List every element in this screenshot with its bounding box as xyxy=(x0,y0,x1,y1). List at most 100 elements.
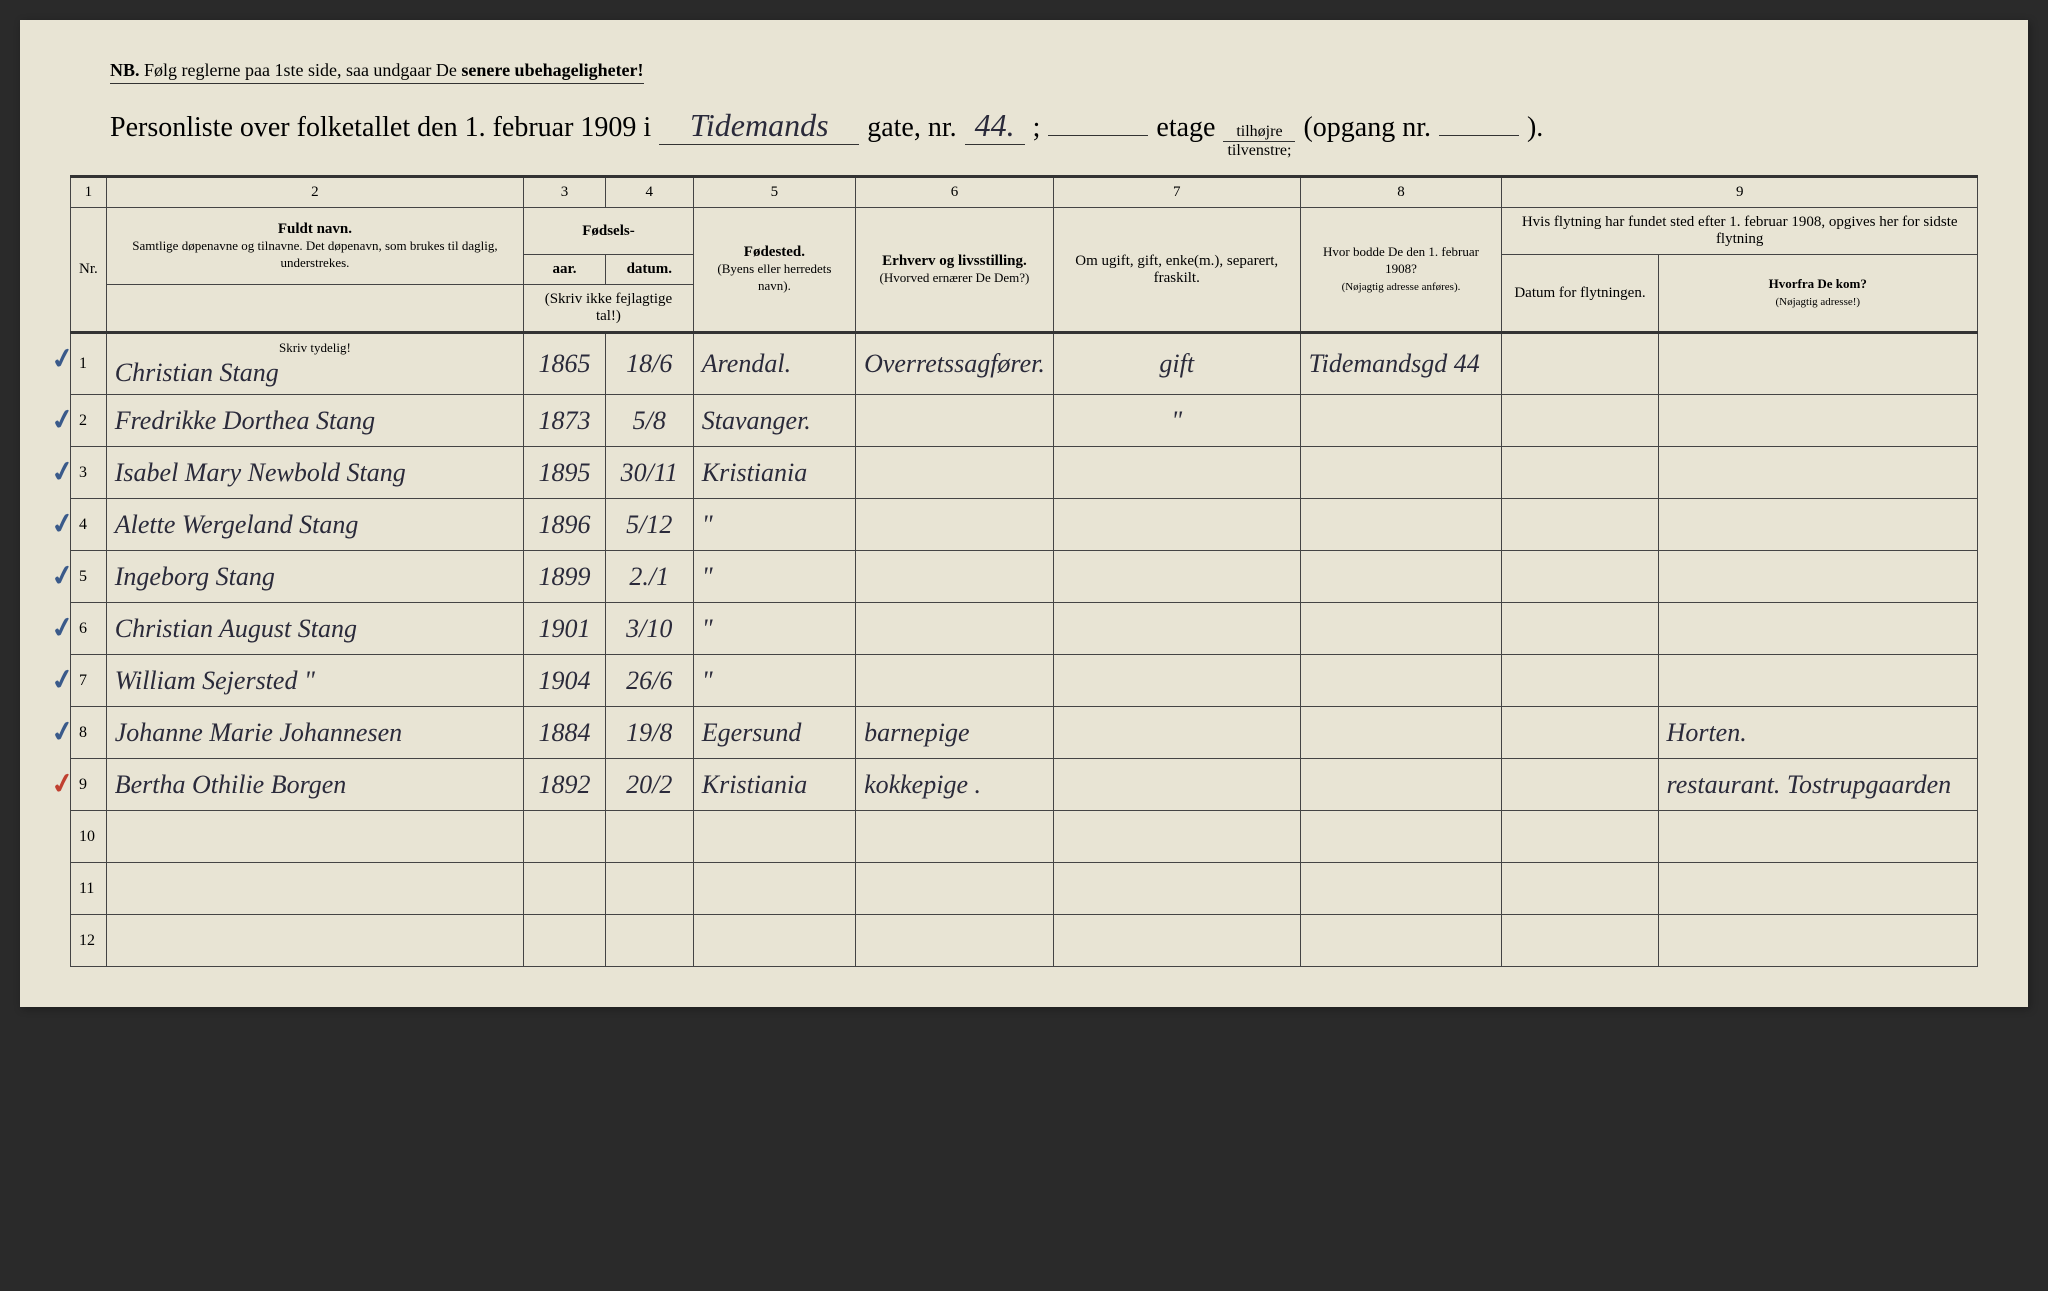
cell-hvorfra: Horten. xyxy=(1658,707,1977,759)
cell-name-value: Isabel Mary Newbold Stang xyxy=(115,458,406,487)
cell-status-value: gift xyxy=(1159,349,1194,378)
cell-aar: 1904 xyxy=(524,655,606,707)
header-skriv-tydelig-cell xyxy=(106,285,523,333)
nb-notice: NB. Følg reglerne paa 1ste side, saa und… xyxy=(110,60,644,84)
cell-fodested xyxy=(693,811,855,863)
cell-erhverv-value: Overretssagfører. xyxy=(864,349,1045,378)
cell-status xyxy=(1053,707,1300,759)
row-number: 11 xyxy=(71,863,107,915)
colnum-7: 7 xyxy=(1053,177,1300,208)
colnum-9: 9 xyxy=(1502,177,1978,208)
cell-flyt-datum xyxy=(1502,447,1658,499)
cell-datum-value: 3/10 xyxy=(626,614,672,643)
cell-bodde xyxy=(1300,811,1502,863)
cell-erhverv xyxy=(856,811,1054,863)
cell-fodested-value: " xyxy=(702,666,713,695)
cell-fodested: " xyxy=(693,655,855,707)
cell-flyt-datum xyxy=(1502,603,1658,655)
table-row: ✓2Fredrikke Dorthea Stang18735/8Stavange… xyxy=(71,395,1978,447)
cell-bodde xyxy=(1300,499,1502,551)
cell-hvorfra xyxy=(1658,811,1977,863)
header-hvorfra: Hvorfra De kom? (Nøjagtig adresse!) xyxy=(1658,255,1977,333)
cell-hvorfra xyxy=(1658,333,1977,395)
colnum-1: 1 xyxy=(71,177,107,208)
cell-bodde xyxy=(1300,915,1502,967)
cell-aar xyxy=(524,915,606,967)
cell-bodde xyxy=(1300,863,1502,915)
cell-erhverv: barnepige xyxy=(856,707,1054,759)
cell-datum-value: 5/8 xyxy=(633,406,666,435)
header-skriv-ikke: (Skriv ikke fejlagtige tal!) xyxy=(524,285,694,333)
table-row: 10 xyxy=(71,811,1978,863)
header-aar: aar. xyxy=(524,255,606,285)
cell-aar-value: 1904 xyxy=(538,666,590,695)
cell-fodested-value: Egersund xyxy=(702,718,802,747)
checkmark-icon: ✓ xyxy=(48,661,77,699)
cell-datum xyxy=(605,811,693,863)
cell-name-value: Fredrikke Dorthea Stang xyxy=(115,406,375,435)
cell-datum-value: 5/12 xyxy=(626,510,672,539)
checkmark-icon: ✓ xyxy=(48,557,77,595)
cell-aar-value: 1884 xyxy=(538,718,590,747)
row-number: ✓8 xyxy=(71,707,107,759)
row-number: 10 xyxy=(71,811,107,863)
etage-blank xyxy=(1048,135,1148,136)
cell-flyt-datum xyxy=(1502,915,1658,967)
cell-aar-value: 1896 xyxy=(538,510,590,539)
cell-aar-value: 1873 xyxy=(538,406,590,435)
cell-flyt-datum xyxy=(1502,395,1658,447)
cell-name-value: Christian Stang xyxy=(115,358,279,387)
cell-datum xyxy=(605,915,693,967)
census-document: NB. Følg reglerne paa 1ste side, saa und… xyxy=(20,20,2028,1007)
table-row: ✓8Johanne Marie Johannesen188419/8Egersu… xyxy=(71,707,1978,759)
cell-flyt-datum xyxy=(1502,655,1658,707)
cell-fodested-value: Kristiania xyxy=(702,458,807,487)
header-bodde: Hvor bodde De den 1. februar 1908? (Nøja… xyxy=(1300,208,1502,333)
header-flytning: Hvis flytning har fundet sted efter 1. f… xyxy=(1502,208,1978,255)
checkmark-icon: ✓ xyxy=(48,609,77,647)
cell-bodde xyxy=(1300,707,1502,759)
cell-aar: 1901 xyxy=(524,603,606,655)
cell-aar: 1896 xyxy=(524,499,606,551)
cell-aar: 1873 xyxy=(524,395,606,447)
cell-aar: 1884 xyxy=(524,707,606,759)
cell-name-value: Christian August Stang xyxy=(115,614,357,643)
cell-fodested-value: " xyxy=(702,562,713,591)
cell-fodested: " xyxy=(693,603,855,655)
row-number: ✓6 xyxy=(71,603,107,655)
semicolon: ; xyxy=(1033,112,1041,144)
cell-hvorfra xyxy=(1658,655,1977,707)
cell-datum: 5/12 xyxy=(605,499,693,551)
cell-name: Skriv tydelig!Christian Stang xyxy=(106,333,523,395)
cell-hvorfra xyxy=(1658,499,1977,551)
cell-flyt-datum xyxy=(1502,759,1658,811)
side-fraction: tilhøjre tilvenstre; xyxy=(1223,123,1295,160)
cell-aar xyxy=(524,811,606,863)
cell-bodde: Tidemandsgd 44 xyxy=(1300,333,1502,395)
colnum-3: 3 xyxy=(524,177,606,208)
cell-fodested: " xyxy=(693,551,855,603)
cell-flyt-datum xyxy=(1502,863,1658,915)
table-row: 12 xyxy=(71,915,1978,967)
cell-datum: 19/8 xyxy=(605,707,693,759)
cell-name: Alette Wergeland Stang xyxy=(106,499,523,551)
checkmark-icon: ✓ xyxy=(48,765,77,803)
cell-hvorfra xyxy=(1658,603,1977,655)
cell-bodde xyxy=(1300,551,1502,603)
cell-datum xyxy=(605,863,693,915)
cell-erhverv xyxy=(856,447,1054,499)
cell-aar-value: 1895 xyxy=(538,458,590,487)
cell-fodested: Arendal. xyxy=(693,333,855,395)
cell-hvorfra xyxy=(1658,551,1977,603)
cell-name: Christian August Stang xyxy=(106,603,523,655)
cell-name xyxy=(106,811,523,863)
cell-datum: 3/10 xyxy=(605,603,693,655)
colnum-6: 6 xyxy=(856,177,1054,208)
cell-fodested-value: Kristiania xyxy=(702,770,807,799)
cell-hvorfra xyxy=(1658,395,1977,447)
opgang-label: (opgang nr. xyxy=(1303,112,1431,144)
cell-fodested-value: " xyxy=(702,614,713,643)
cell-bodde xyxy=(1300,447,1502,499)
cell-name xyxy=(106,915,523,967)
cell-flyt-datum xyxy=(1502,551,1658,603)
